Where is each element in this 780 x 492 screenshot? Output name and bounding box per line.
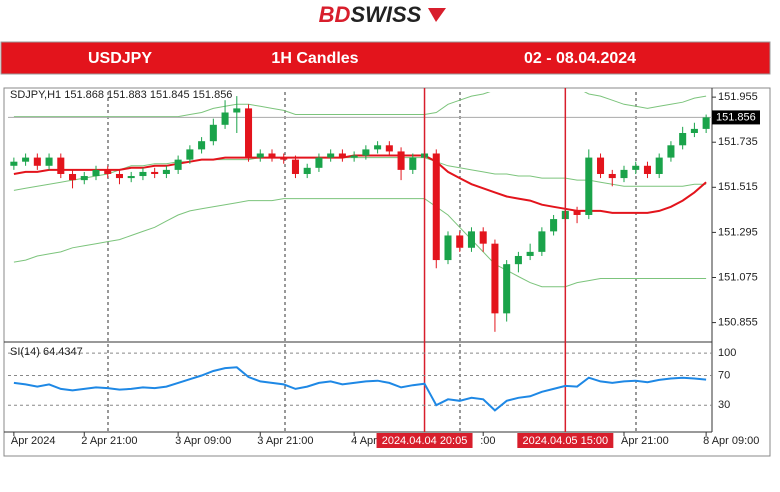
candle-body [57,157,65,174]
symbol: USDJPY [88,50,152,67]
x-tick-label: 3 Apr 09:00 [175,435,231,447]
candle-body [45,157,53,166]
candle-body [702,117,710,129]
last-price-box [712,110,760,125]
candle-body [92,169,100,177]
candle-body [174,159,182,170]
candle-body [127,176,135,179]
candle-body [397,151,405,170]
candle-body [690,128,698,133]
x-tick-label: 8 Apr 09:00 [703,435,759,447]
candle-body [115,173,123,179]
candle-body [233,108,241,113]
chart-frame [3,87,771,457]
candle-body [151,171,159,174]
x-tick-label: 4 Apr [351,435,377,447]
candle-body [385,145,393,152]
chart-title: SDJPY,H1 151.868 151.883 151.845 151.856 [10,89,232,101]
y-tick-label: 151.955 [718,91,758,103]
y-tick-label: 151.515 [718,181,758,193]
y-tick-label: 151.075 [718,271,758,283]
candle-body [503,264,511,314]
marker-label-box [376,433,473,448]
logo-swiss: SWISS [350,2,421,27]
x-tick-label: 3 Apr 21:00 [257,435,313,447]
marker-label: 2024.04.04 20:05 [382,435,468,447]
logo-mark [428,8,446,22]
candle-body [268,153,276,158]
header-band [0,41,771,75]
candle-body [374,145,382,150]
candle-body [643,165,651,174]
candle-body [608,173,616,179]
candle-body [256,153,264,158]
y-tick-label: 151.735 [718,136,758,148]
candle-body [491,243,499,314]
candle-body [33,157,41,166]
y-tick-label: 100 [718,347,736,359]
candle-body [291,159,299,174]
candle-body [655,157,663,174]
candle-body [632,165,640,170]
candle-body [186,149,194,160]
candle-body [221,112,229,125]
candle-body [209,124,217,142]
candle-body [409,157,417,170]
x-tick-label: Apr 2024 [11,435,56,447]
candle-body [456,235,464,248]
candle-body [69,173,77,181]
candle-body [620,169,628,179]
y-tick-label: 70 [718,369,730,381]
candle-body [303,167,311,174]
candle-body [162,169,170,174]
candle-body [245,108,253,158]
candle-body [280,157,288,160]
candle-body [679,132,687,146]
logo-bd: BD [319,2,351,27]
indicator-title: SI(14) 64.4347 [10,346,83,358]
marker-label-box [517,433,614,448]
candle-body [667,145,675,158]
candle-body [338,153,346,158]
candle-body [573,210,581,215]
candle-body [80,176,88,181]
price-panel [8,92,712,332]
overlay-line [13,198,707,288]
candle-body [550,219,558,232]
y-tick-label: 30 [718,399,730,411]
candle-body [585,157,593,215]
candle-body [526,251,534,256]
candle-body [327,153,335,158]
y-tick-label: 151.295 [718,226,758,238]
candle-body [514,255,522,265]
candle-body [538,231,546,252]
last-price-label: 151.856 [716,111,756,123]
plot: 151.955 151.735 151.515 151.295 151.075 150.8… [8,88,760,448]
candle-body [104,169,112,174]
candle-body [139,171,147,177]
x-tick-label: :00 [480,435,495,447]
candle-body [444,235,452,261]
candle-body [362,149,370,156]
overlay-line [13,92,707,118]
dates: 02 - 08.04.2024 [524,50,636,67]
timeframe: 1H Candles [271,50,358,67]
candle-body [479,231,487,244]
logo: BDSWISS [319,2,422,27]
candle-body [597,157,605,174]
y-tick-label: 150.855 [718,316,758,328]
candle-body [22,157,30,162]
candle-body [10,161,18,166]
candle-body [467,231,475,248]
candle-body [350,155,358,158]
indicator-line [13,366,707,412]
x-tick-label: Apr 21:00 [621,435,669,447]
x-tick-label: 2 Apr 21:00 [81,435,137,447]
candle-body [198,141,206,150]
marker-label: 2024.04.05 15:00 [523,435,609,447]
candle-body [315,157,323,168]
candle-body [432,153,440,261]
